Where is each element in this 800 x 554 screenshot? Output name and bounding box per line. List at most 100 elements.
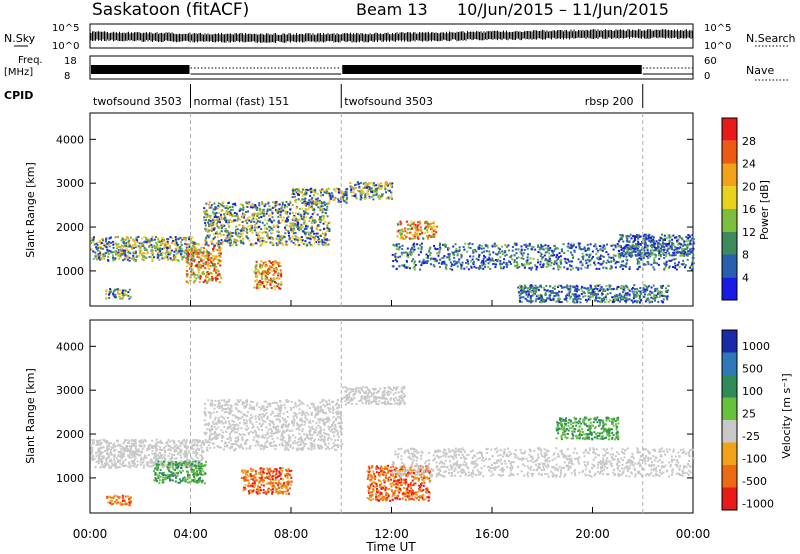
echo-pixel: [634, 247, 636, 250]
echo-pixel: [205, 211, 208, 214]
echo-pixel: [636, 268, 639, 271]
echo-pixel: [168, 440, 171, 443]
echo-pixel: [541, 300, 544, 303]
echo-pixel: [144, 455, 147, 458]
echo-pixel: [225, 237, 227, 240]
echo-pixel: [297, 223, 300, 226]
echo-pixel: [214, 212, 217, 215]
echo-pixel: [552, 267, 555, 270]
echo-pixel: [122, 447, 125, 450]
echo-pixel: [264, 203, 267, 206]
echo-pixel: [576, 290, 578, 293]
echo-pixel: [274, 277, 277, 280]
echo-pixel: [270, 266, 273, 269]
echo-pixel: [523, 266, 526, 269]
echo-pixel: [463, 267, 466, 270]
echo-pixel: [90, 452, 93, 455]
echo-pixel: [445, 263, 448, 266]
echo-pixel: [306, 202, 309, 204]
echo-pixel: [157, 251, 160, 254]
echo-pixel: [253, 205, 256, 208]
echo-pixel: [179, 454, 182, 457]
echo-pixel: [523, 248, 526, 251]
echo-pixel: [592, 291, 595, 294]
echo-pixel: [582, 255, 585, 258]
echo-pixel: [172, 447, 175, 449]
echo-pixel: [513, 253, 516, 256]
echo-pixel: [613, 259, 616, 262]
echo-pixel: [527, 287, 530, 289]
echo-pixel: [467, 262, 470, 265]
echo-pixel: [634, 245, 637, 248]
echo-pixel: [260, 283, 263, 286]
echo-pixel: [226, 207, 229, 210]
echo-pixel: [422, 262, 425, 265]
echo-pixel: [195, 474, 198, 477]
echo-pixel: [213, 268, 216, 271]
echo-pixel: [645, 289, 648, 292]
echo-pixel: [589, 243, 592, 246]
echo-pixel: [123, 239, 126, 242]
echo-pixel: [288, 225, 291, 228]
echo-pixel: [412, 237, 415, 240]
echo-pixel: [670, 246, 673, 249]
echo-pixel: [488, 258, 491, 261]
echo-pixel: [594, 293, 597, 296]
echo-pixel: [648, 252, 651, 255]
echo-pixel: [210, 224, 213, 227]
echo-pixel: [194, 455, 197, 457]
echo-pixel: [284, 204, 287, 207]
echo-pixel: [602, 255, 605, 258]
echo-pixel: [448, 253, 451, 256]
echo-pixel: [292, 241, 295, 244]
colorbar-tick: 16: [742, 203, 756, 216]
echo-pixel: [243, 213, 246, 216]
echo-pixel: [180, 440, 183, 443]
power-ylabel: Slant Range [km]: [24, 162, 37, 258]
echo-pixel: [662, 243, 665, 246]
echo-pixel: [185, 449, 188, 452]
echo-pixel: [647, 263, 650, 266]
echo-pixel: [526, 244, 529, 247]
echo-pixel: [523, 243, 526, 246]
echo-pixel: [658, 254, 660, 257]
echo-pixel: [516, 257, 518, 260]
echo-pixel: [204, 222, 207, 225]
echo-pixel: [536, 286, 539, 289]
echo-pixel: [219, 255, 222, 258]
echo-pixel: [588, 259, 591, 262]
echo-pixel: [269, 208, 272, 211]
echo-pixel: [692, 242, 695, 245]
echo-pixel: [100, 258, 103, 261]
echo-pixel: [479, 265, 481, 268]
echo-pixel: [598, 296, 601, 299]
echo-pixel: [539, 284, 542, 287]
echo-pixel: [526, 299, 529, 302]
echo-pixel: [640, 248, 643, 251]
echo-pixel: [310, 205, 313, 208]
echo-pixel: [92, 239, 95, 242]
echo-pixel: [418, 260, 421, 263]
echo-pixel: [157, 246, 160, 249]
echo-pixel: [205, 219, 208, 221]
echo-pixel: [246, 231, 249, 234]
echo-pixel: [577, 297, 580, 300]
echo-pixel: [166, 247, 169, 250]
echo-pixel: [567, 258, 569, 261]
echo-pixel: [254, 242, 257, 245]
echo-pixel: [395, 248, 398, 251]
echo-pixel: [312, 202, 315, 205]
echo-pixel: [170, 475, 172, 478]
echo-pixel: [229, 244, 232, 247]
echo-pixel: [187, 262, 190, 265]
echo-pixel: [297, 219, 300, 222]
echo-pixel: [427, 235, 430, 238]
echo-pixel: [120, 292, 122, 295]
echo-pixel: [202, 470, 205, 473]
echo-pixel: [201, 451, 203, 454]
echo-pixel: [355, 183, 358, 186]
echo-pixel: [208, 267, 211, 270]
echo-pixel: [535, 288, 538, 291]
echo-pixel: [200, 266, 202, 269]
echo-pixel: [626, 235, 629, 238]
